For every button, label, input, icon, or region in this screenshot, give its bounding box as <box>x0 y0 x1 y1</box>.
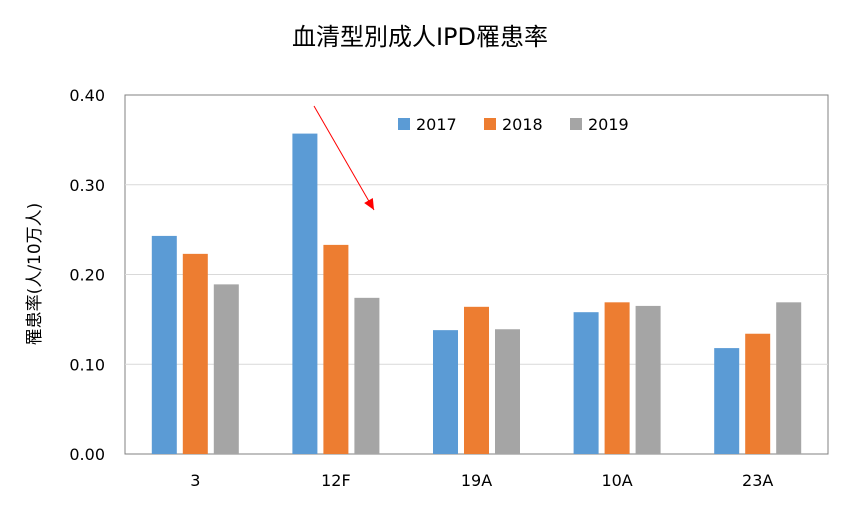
annotation-arrow <box>313 105 375 211</box>
bar-2018-10A <box>604 302 630 454</box>
legend-swatch-2017 <box>398 118 410 130</box>
y-tick-label: 0.00 <box>69 445 105 464</box>
x-tick-label: 12F <box>321 471 351 490</box>
bar-2018-3 <box>182 253 208 454</box>
legend-label-2017: 2017 <box>416 115 457 134</box>
bar-2018-19A <box>464 306 489 454</box>
legend-swatch-2019 <box>570 118 582 130</box>
bar-2017-23A <box>714 348 740 454</box>
x-tick-label: 19A <box>461 471 492 490</box>
legend-label-2019: 2019 <box>588 115 629 134</box>
legend-label-2018: 2018 <box>502 115 543 134</box>
bars <box>151 133 802 454</box>
bar-2019-19A <box>495 329 520 454</box>
bar-2019-10A <box>635 305 661 454</box>
bar-2017-12F <box>292 133 318 454</box>
bar-2017-19A <box>433 330 458 454</box>
bar-2019-23A <box>776 302 802 454</box>
bar-2017-10A <box>573 312 599 454</box>
bar-2018-12F <box>323 244 349 454</box>
bar-2018-23A <box>745 333 771 454</box>
x-tick-label: 23A <box>742 471 773 490</box>
x-tick-labels: 3 12F 19A 10A 23A <box>190 471 773 490</box>
arrow-head <box>364 197 374 210</box>
x-tick-label: 10A <box>601 471 632 490</box>
y-tick-label: 0.20 <box>69 266 105 285</box>
y-tick-label: 0.30 <box>69 176 105 195</box>
y-tick-labels: 0.00 0.10 0.20 0.30 0.40 <box>69 86 105 464</box>
chart-title: 血清型別成人IPD罹患率 <box>292 23 548 51</box>
legend-swatch-2018 <box>484 118 496 130</box>
legend: 2017 2018 2019 <box>398 115 629 134</box>
y-tick-label: 0.40 <box>69 86 105 105</box>
bar-2019-12F <box>354 297 380 454</box>
y-tick-label: 0.10 <box>69 355 105 374</box>
arrow-shaft <box>313 105 375 211</box>
x-tick-label: 3 <box>190 471 200 490</box>
y-axis-label: 罹患率(人/10万人) <box>25 203 45 346</box>
bar-2019-3 <box>213 284 239 454</box>
bar-2017-3 <box>151 235 177 454</box>
